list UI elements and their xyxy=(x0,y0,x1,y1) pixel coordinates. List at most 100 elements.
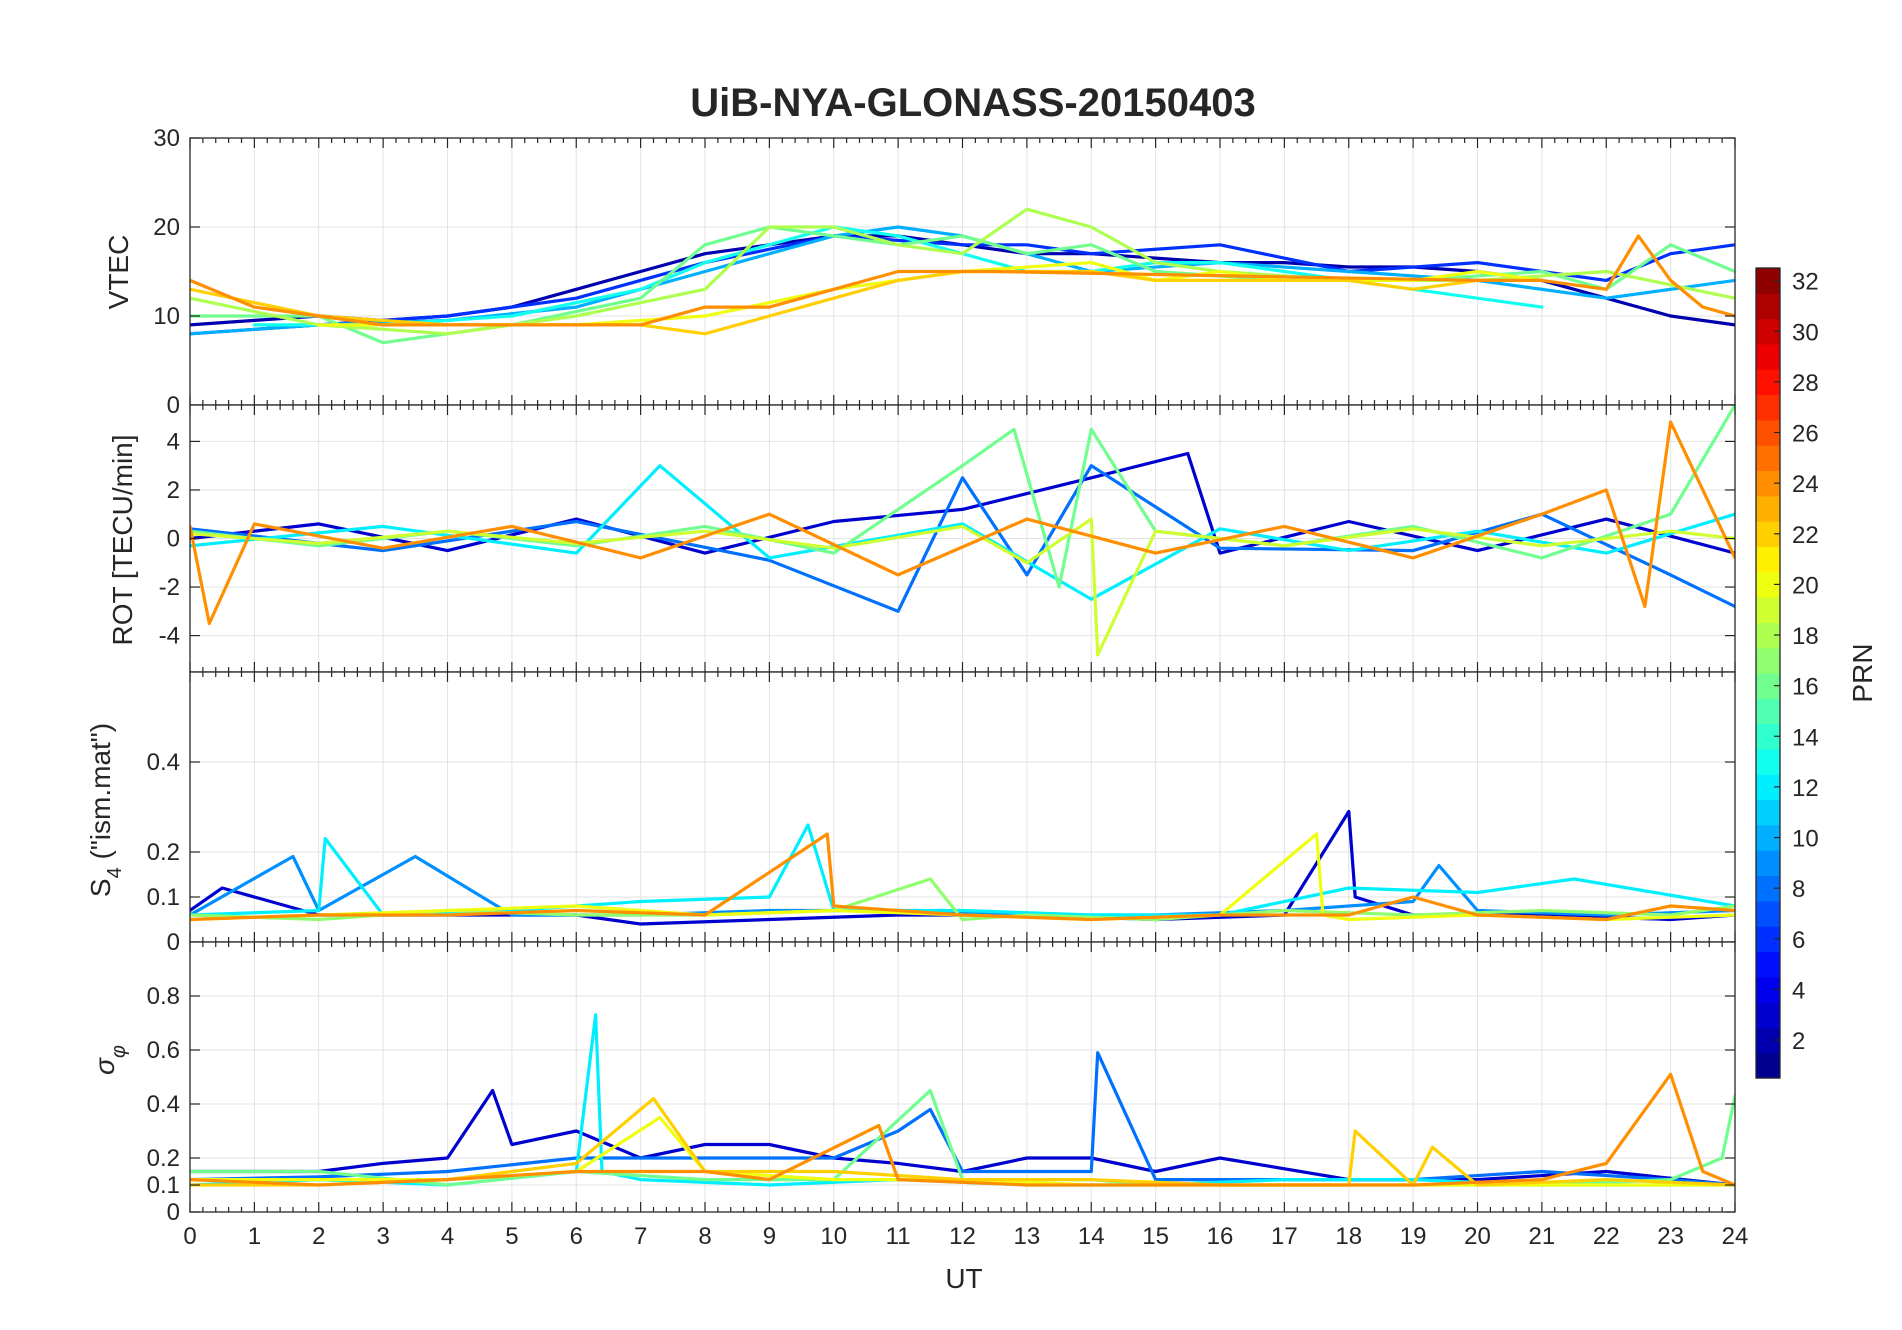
colorbar-tick-label: 18 xyxy=(1792,623,1819,650)
series-group xyxy=(190,405,1735,657)
x-axis-label: UT xyxy=(945,1263,982,1294)
y-axis-label-vtec: VTEC xyxy=(103,235,134,310)
y-tick-label: 0.1 xyxy=(147,884,180,911)
colorbar-level-31 xyxy=(1756,293,1780,320)
x-tick-label: 6 xyxy=(570,1223,583,1250)
series-prn-8 xyxy=(190,1051,1735,1187)
colorbar-tick-label: 6 xyxy=(1792,927,1805,954)
colorbar-tick-label: 4 xyxy=(1792,977,1805,1004)
x-tick-label: 14 xyxy=(1078,1223,1105,1250)
y-tick-label: 0.1 xyxy=(147,1172,180,1199)
y-tick-label: 0.4 xyxy=(147,749,180,776)
colorbar-level-23 xyxy=(1756,495,1780,522)
x-tick-label: 22 xyxy=(1593,1223,1620,1250)
x-tick-label: 16 xyxy=(1207,1223,1234,1250)
y-axis-label-sub: φ xyxy=(108,1045,130,1058)
x-tick-label: 7 xyxy=(634,1223,647,1250)
colorbar-tick-label: 2 xyxy=(1792,1028,1805,1055)
y-axis-label-rot: ROT [TECU/min] xyxy=(107,434,138,645)
x-tick-label: 9 xyxy=(763,1223,776,1250)
y-tick-label: 0 xyxy=(167,929,180,956)
x-tick-label: 17 xyxy=(1271,1223,1298,1250)
y-axis-label-main: S xyxy=(85,878,116,897)
y-tick-label: 4 xyxy=(167,428,180,455)
colorbar-tick-label: 30 xyxy=(1792,319,1819,346)
x-tick-label: 0 xyxy=(183,1223,196,1250)
series-prn-3 xyxy=(190,451,1735,555)
x-tick-label: 18 xyxy=(1335,1223,1362,1250)
series-prn-12 xyxy=(190,823,1735,917)
x-tick-label: 2 xyxy=(312,1223,325,1250)
x-tick-label: 11 xyxy=(886,1223,911,1250)
series-group xyxy=(190,809,1735,926)
x-tick-label: 15 xyxy=(1142,1223,1169,1250)
colorbar-level-11 xyxy=(1756,799,1780,826)
colorbar-level-15 xyxy=(1756,698,1780,725)
y-tick-label: -4 xyxy=(159,623,180,650)
colorbar-tick-label: 14 xyxy=(1792,724,1819,751)
colorbar-frame xyxy=(1755,267,1781,1079)
panel-s4: 0 0.1 0.2 0.4 S4 ("ism.mat") xyxy=(85,671,1736,956)
series-prn-9 xyxy=(190,854,1735,917)
chart-title: UiB-NYA-GLONASS-20150403 xyxy=(690,81,1255,125)
x-tick-label: 23 xyxy=(1657,1223,1684,1250)
colorbar-tick-label: 20 xyxy=(1792,572,1819,599)
x-tick-label: 13 xyxy=(1014,1223,1041,1250)
colorbar-level-7 xyxy=(1756,900,1780,927)
colorbar-tick-label: 8 xyxy=(1792,876,1805,903)
panel-vtec: 0 10 20 30 VTEC xyxy=(103,125,1736,419)
x-tick-label: 12 xyxy=(949,1223,976,1250)
y-axis-label-sub: 4 xyxy=(104,867,126,878)
series-prn-24 xyxy=(190,420,1735,626)
y-tick-label: 0.8 xyxy=(147,983,180,1010)
y-tick-label: 0.6 xyxy=(147,1037,180,1064)
y-axis-label-main: σ xyxy=(89,1057,120,1075)
x-tick-label: 4 xyxy=(441,1223,454,1250)
panel-rot: -4 -2 0 2 4 ROT [TECU/min] xyxy=(107,404,1736,673)
series-prn-24 xyxy=(190,1072,1735,1187)
x-tick-label: 21 xyxy=(1529,1223,1556,1250)
x-tick-label: 1 xyxy=(248,1223,261,1250)
colorbar-level-29 xyxy=(1756,343,1780,370)
y-axis-label-rest: ("ism.mat") xyxy=(85,723,116,867)
colorbar-level-9 xyxy=(1756,850,1780,877)
colorbar-level-13 xyxy=(1756,748,1780,775)
y-tick-label: 0.2 xyxy=(147,1145,180,1172)
y-tick-label: 0.4 xyxy=(147,1091,180,1118)
colorbar-label: PRN xyxy=(1847,643,1878,702)
x-tick-label: 5 xyxy=(505,1223,518,1250)
y-tick-label: 0 xyxy=(167,392,180,419)
x-tick-label: 8 xyxy=(698,1223,711,1250)
series-group xyxy=(190,207,1735,345)
y-tick-label: -2 xyxy=(159,574,180,601)
x-tick-label: 19 xyxy=(1400,1223,1427,1250)
y-tick-label: 30 xyxy=(153,125,180,152)
colorbar-tick-label: 28 xyxy=(1792,370,1819,397)
series-prn-24 xyxy=(190,832,1735,922)
colorbar-tick-label: 12 xyxy=(1792,775,1819,802)
colorbar-level-3 xyxy=(1756,1002,1780,1028)
colorbar-level-5 xyxy=(1756,951,1780,978)
colorbar-level-17 xyxy=(1756,647,1780,674)
y-tick-label: 0 xyxy=(167,1199,180,1226)
x-tick-labels: 0 1 2 3 4 5 6 7 8 9 10 11 12 13 14 15 16 17 18 19 20 21 22 23 24 xyxy=(183,1223,1748,1250)
x-tick-label: 3 xyxy=(376,1223,389,1250)
colorbar-level-1 xyxy=(1756,1052,1780,1079)
y-tick-label: 0.2 xyxy=(147,839,180,866)
y-axis-label-s4: S4 ("ism.mat") xyxy=(85,723,126,897)
panel-sigma_phi: 00.10.2 0.4 0.6 0.8 σφ xyxy=(89,941,1736,1226)
y-axis-label-sigma_phi: σφ xyxy=(89,1045,130,1075)
series-group xyxy=(190,1013,1735,1187)
colorbar-level-19 xyxy=(1756,597,1780,623)
y-tick-label: 20 xyxy=(153,214,180,241)
colorbar-level-21 xyxy=(1756,546,1780,573)
colorbar-tick-label: 24 xyxy=(1792,471,1819,498)
y-tick-label: 0 xyxy=(167,526,180,553)
x-tick-label: 10 xyxy=(820,1223,847,1250)
series-prn-22 xyxy=(190,1096,1735,1187)
colorbar-level-27 xyxy=(1756,394,1780,421)
colorbar-tick-label: 26 xyxy=(1792,421,1819,448)
series-prn-24 xyxy=(190,234,1735,327)
